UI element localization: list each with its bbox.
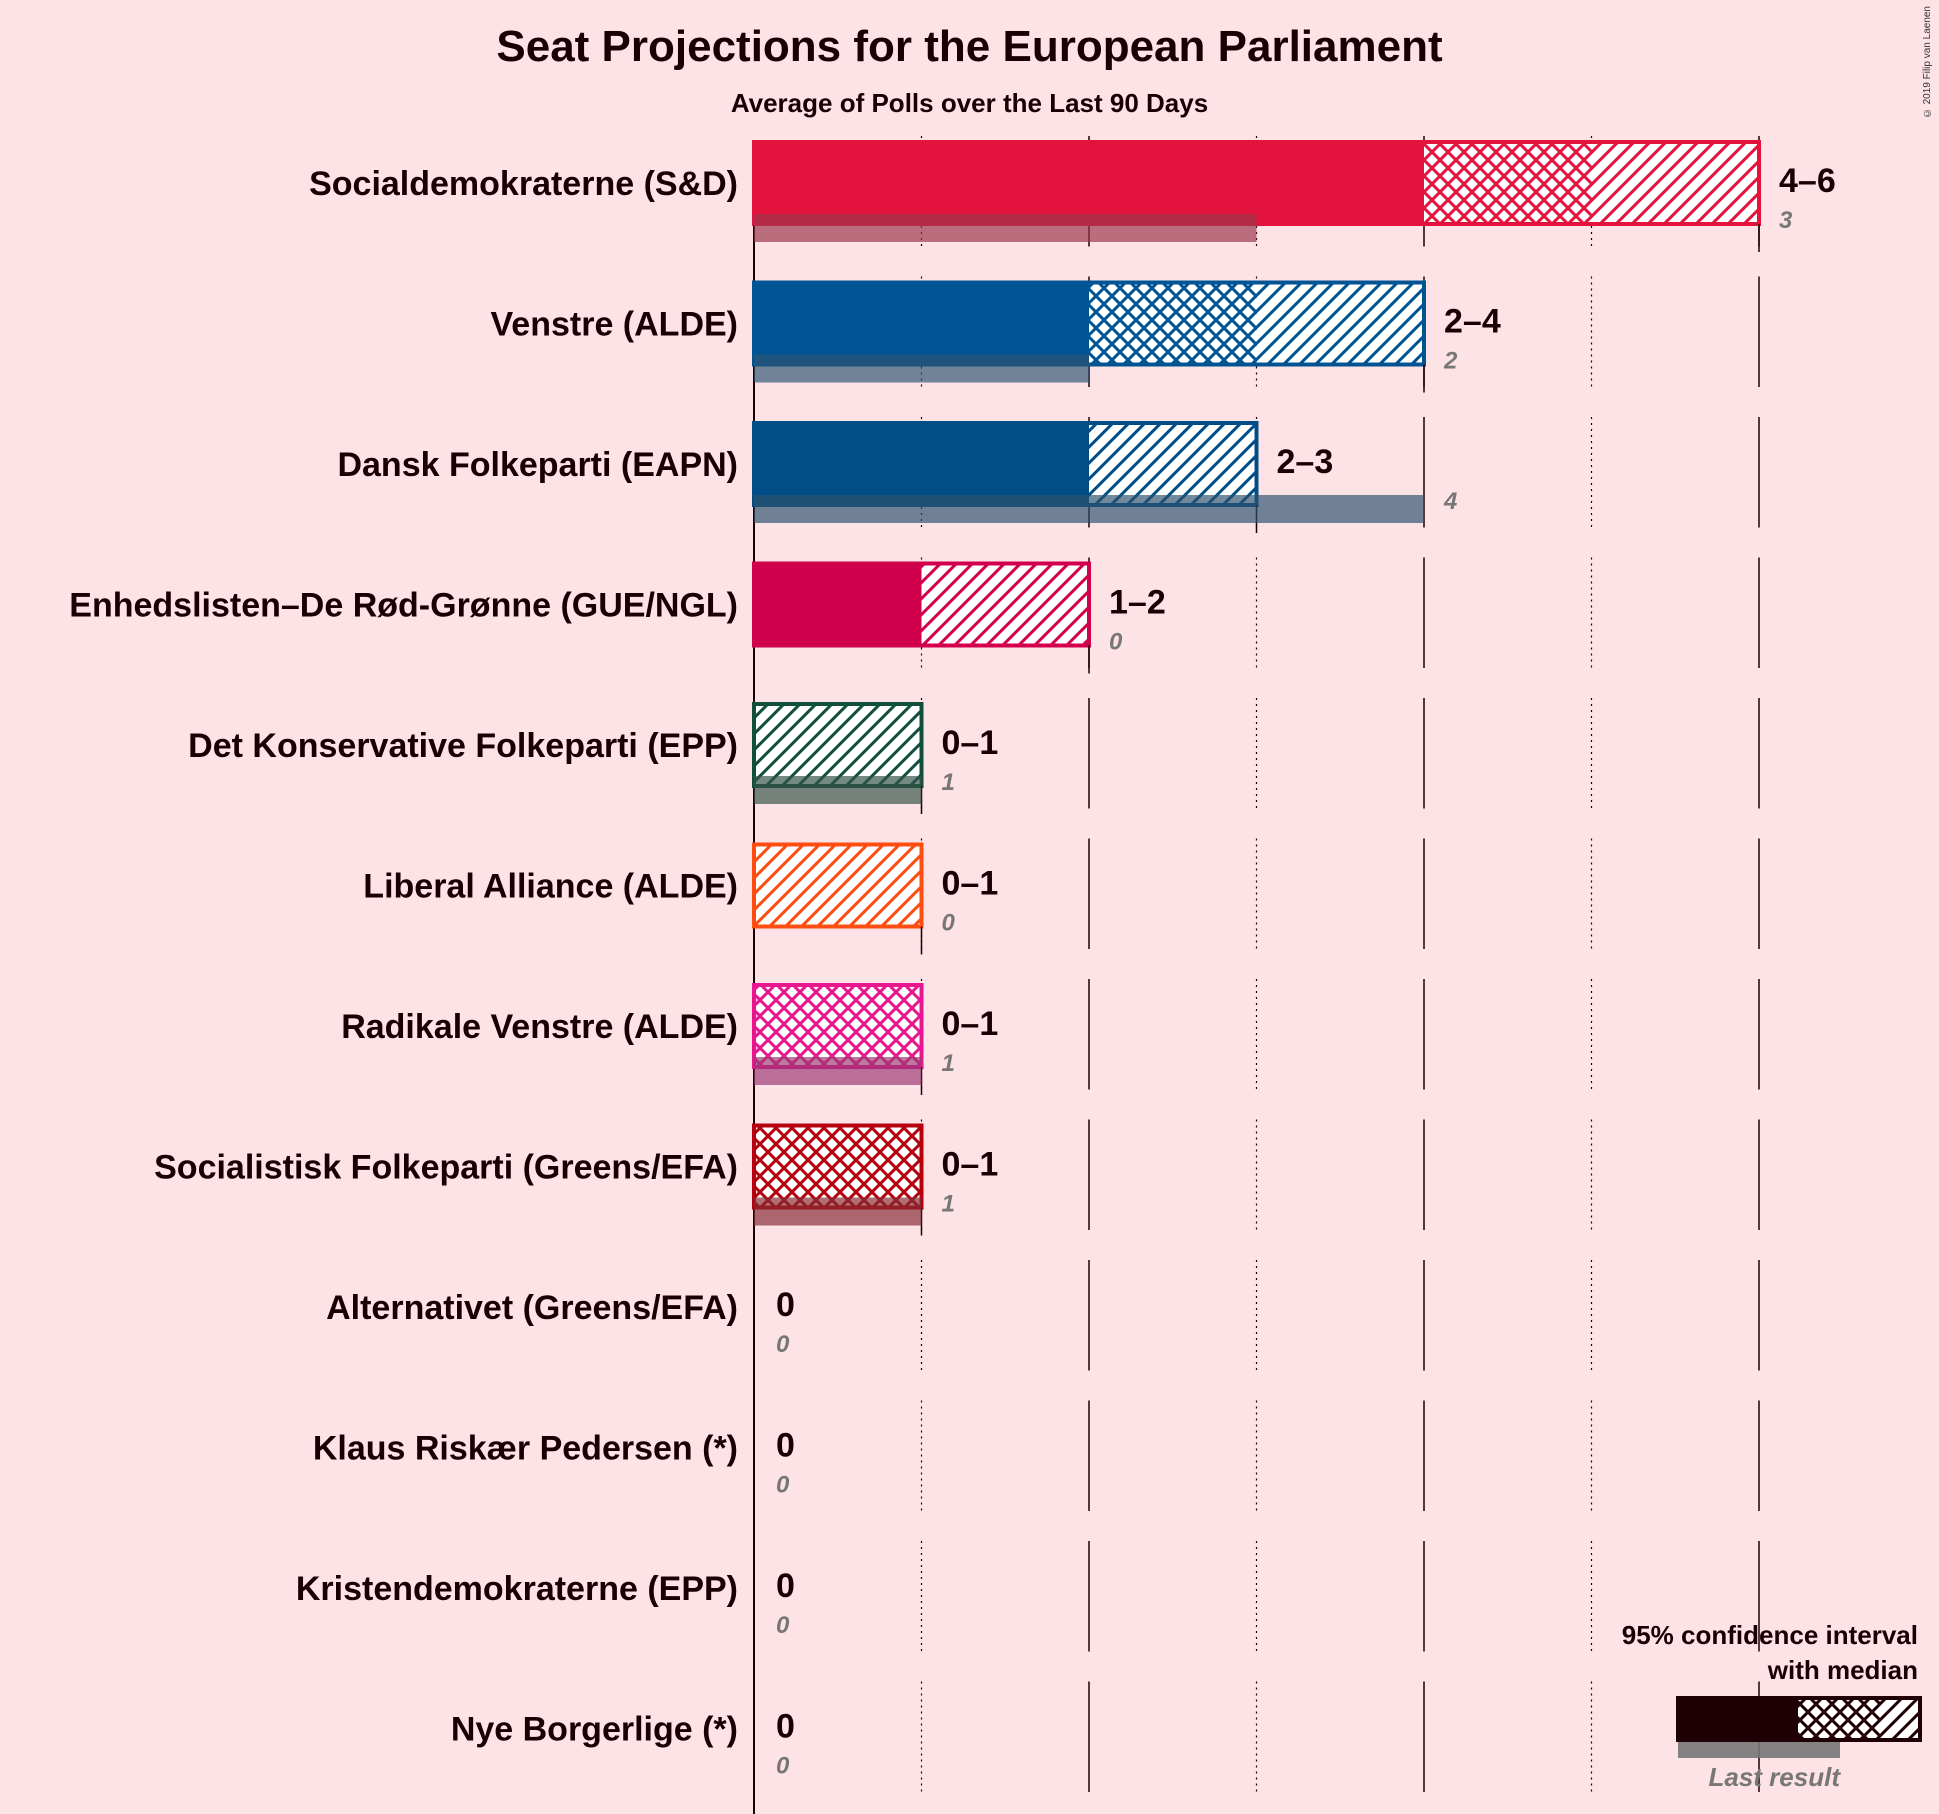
last-result-label: 1 xyxy=(942,1191,955,1218)
party-label: Venstre (ALDE) xyxy=(491,306,739,344)
last-result-bar xyxy=(754,495,1424,523)
last-result-label: 0 xyxy=(1109,629,1123,656)
bar-hatch xyxy=(754,844,922,927)
last-result-label: 4 xyxy=(1443,488,1457,515)
last-result-label: 2 xyxy=(1443,348,1458,375)
range-label: 2–3 xyxy=(1277,443,1334,481)
last-result-shade xyxy=(754,354,1089,383)
chart-title: Seat Projections for the European Parlia… xyxy=(496,22,1443,71)
party-row: Nye Borgerlige (*) 0 0 xyxy=(451,1681,1760,1792)
party-label: Alternativet (Greens/EFA) xyxy=(326,1289,738,1327)
last-result-bar xyxy=(754,1057,922,1085)
last-result-label: 0 xyxy=(776,1472,790,1499)
range-label: 0–1 xyxy=(942,865,999,903)
bar-solid xyxy=(754,423,1089,505)
party-row: Socialdemokraterne (S&D) 4–6 3 xyxy=(309,136,1836,252)
last-result-bar xyxy=(754,776,922,804)
range-label: 0 xyxy=(776,1427,795,1465)
last-result-label: 1 xyxy=(942,769,955,796)
party-label: Nye Borgerlige (*) xyxy=(451,1711,738,1749)
last-result-shade xyxy=(754,495,1424,523)
bar-crosshatch xyxy=(1424,142,1592,224)
last-result-label: 3 xyxy=(1779,207,1793,234)
party-row: Socialistisk Folkeparti (Greens/EFA) 0–1 1 xyxy=(154,1119,1760,1236)
legend: 95% confidence interval with median Last r… xyxy=(1622,1620,1922,1792)
range-label: 0 xyxy=(776,1286,795,1324)
last-result-label: 1 xyxy=(942,1050,955,1077)
range-label: 0 xyxy=(776,1708,795,1746)
legend-hatch xyxy=(1880,1698,1920,1740)
party-row: Liberal Alliance (ALDE) 0–1 0 xyxy=(363,838,1760,955)
party-label: Radikale Venstre (ALDE) xyxy=(341,1008,738,1046)
range-label: 2–4 xyxy=(1444,303,1501,341)
party-row: Det Konservative Folkeparti (EPP) 0–1 1 xyxy=(188,698,1760,814)
party-label: Det Konservative Folkeparti (EPP) xyxy=(188,727,738,765)
party-row: Klaus Riskær Pedersen (*) 0 0 xyxy=(313,1400,1760,1511)
party-row: Enhedslisten–De Rød-Grønne (GUE/NGL) 1–2 0 xyxy=(69,557,1760,674)
range-label: 0–1 xyxy=(942,724,999,762)
last-result-bar xyxy=(754,1197,922,1226)
bar-solid xyxy=(754,142,1424,224)
party-label: Socialistisk Folkeparti (Greens/EFA) xyxy=(154,1149,738,1187)
legend-last-result-label: Last result xyxy=(1709,1762,1842,1792)
bar-hatch xyxy=(754,704,922,786)
bar-outline xyxy=(752,842,924,929)
bar-crosshatch xyxy=(1089,282,1257,365)
last-result-shade xyxy=(754,214,1257,242)
last-result-shade xyxy=(754,1197,922,1226)
party-label: Enhedslisten–De Rød-Grønne (GUE/NGL) xyxy=(69,587,738,625)
bar-hatch xyxy=(921,563,1089,646)
range-label: 1–2 xyxy=(1109,584,1166,622)
bar-outline xyxy=(752,561,1091,648)
party-label: Dansk Folkeparti (EAPN) xyxy=(337,446,738,484)
party-row: Alternativet (Greens/EFA) 0 0 xyxy=(326,1260,1760,1371)
last-result-bar xyxy=(754,214,1257,242)
party-label: Socialdemokraterne (S&D) xyxy=(309,165,738,203)
last-result-label: 0 xyxy=(776,1753,790,1780)
party-label: Liberal Alliance (ALDE) xyxy=(363,868,738,906)
bar-hatch xyxy=(1591,142,1759,224)
bar-solid xyxy=(754,282,1089,365)
party-label: Kristendemokraterne (EPP) xyxy=(296,1570,738,1608)
chart-subtitle: Average of Polls over the Last 90 Days xyxy=(730,88,1209,118)
last-result-label: 0 xyxy=(776,1612,790,1639)
legend-solid xyxy=(1678,1698,1798,1740)
last-result-label: 0 xyxy=(942,910,956,937)
bar-crosshatch xyxy=(754,985,922,1067)
bar-crosshatch xyxy=(754,1125,922,1208)
range-label: 0 xyxy=(776,1567,795,1605)
bar-solid xyxy=(754,563,922,646)
legend-title-line2: with median xyxy=(1767,1655,1918,1685)
legend-crosshatch xyxy=(1798,1698,1880,1740)
party-row: Kristendemokraterne (EPP) 0 0 xyxy=(296,1541,1760,1652)
bars-layer: Socialdemokraterne (S&D) 4–6 3 Venstre (ALD… xyxy=(69,136,1836,1792)
range-label: 0–1 xyxy=(942,1005,999,1043)
last-result-shade xyxy=(754,1057,922,1085)
bar-hatch xyxy=(1256,282,1424,365)
legend-title-line1: 95% confidence interval xyxy=(1622,1620,1918,1650)
party-row: Dansk Folkeparti (EAPN) 2–3 4 xyxy=(337,417,1760,533)
last-result-label: 0 xyxy=(776,1331,790,1358)
range-label: 4–6 xyxy=(1779,162,1836,200)
last-result-bar xyxy=(754,354,1089,383)
last-result-shade xyxy=(754,776,922,804)
party-label: Klaus Riskær Pedersen (*) xyxy=(313,1430,738,1468)
range-label: 0–1 xyxy=(942,1146,999,1184)
bar-hatch xyxy=(1089,423,1257,505)
party-row: Venstre (ALDE) 2–4 2 xyxy=(491,276,1760,393)
party-row: Radikale Venstre (ALDE) 0–1 1 xyxy=(341,979,1760,1095)
legend-outline xyxy=(1676,1696,1922,1742)
